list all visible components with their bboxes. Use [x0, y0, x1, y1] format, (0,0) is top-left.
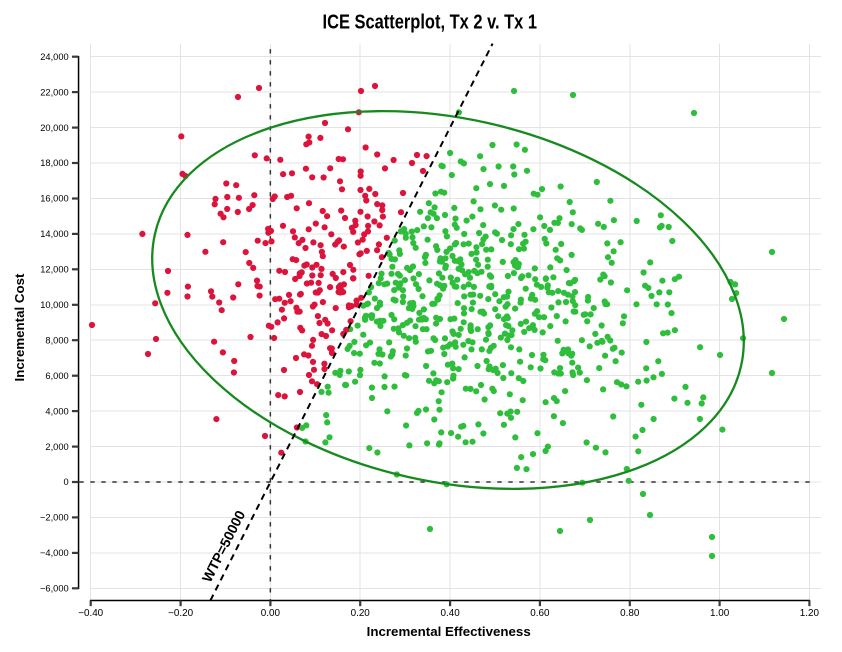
svg-text:−4,000: −4,000 — [40, 548, 69, 558]
svg-text:0.80: 0.80 — [620, 608, 640, 619]
svg-text:6,000: 6,000 — [45, 371, 68, 381]
svg-text:16,000: 16,000 — [40, 194, 68, 204]
svg-text:20,000: 20,000 — [40, 123, 68, 133]
svg-text:−2,000: −2,000 — [40, 513, 69, 523]
svg-text:−0.20: −0.20 — [168, 608, 193, 619]
svg-text:0.00: 0.00 — [261, 608, 281, 619]
svg-text:12,000: 12,000 — [40, 265, 68, 275]
svg-text:24,000: 24,000 — [40, 52, 68, 62]
svg-text:4,000: 4,000 — [45, 406, 68, 416]
svg-text:14,000: 14,000 — [40, 229, 68, 239]
svg-text:0: 0 — [64, 477, 69, 487]
svg-text:−6,000: −6,000 — [40, 584, 69, 594]
svg-text:22,000: 22,000 — [40, 87, 68, 97]
svg-text:−0.40: −0.40 — [78, 608, 103, 619]
svg-text:2,000: 2,000 — [45, 442, 68, 452]
svg-text:0.40: 0.40 — [440, 608, 460, 619]
svg-text:8,000: 8,000 — [45, 335, 68, 345]
svg-text:1.20: 1.20 — [800, 608, 820, 619]
svg-text:0.20: 0.20 — [351, 608, 371, 619]
svg-text:Incremental Effectiveness: Incremental Effectiveness — [367, 624, 531, 639]
svg-text:10,000: 10,000 — [40, 300, 68, 310]
svg-text:18,000: 18,000 — [40, 158, 68, 168]
svg-text:ICE Scatterplot, Tx 2 v. Tx 1: ICE Scatterplot, Tx 2 v. Tx 1 — [323, 10, 538, 33]
svg-text:0.60: 0.60 — [530, 608, 550, 619]
svg-text:1.00: 1.00 — [710, 608, 730, 619]
svg-text:Incremental Cost: Incremental Cost — [12, 273, 27, 381]
